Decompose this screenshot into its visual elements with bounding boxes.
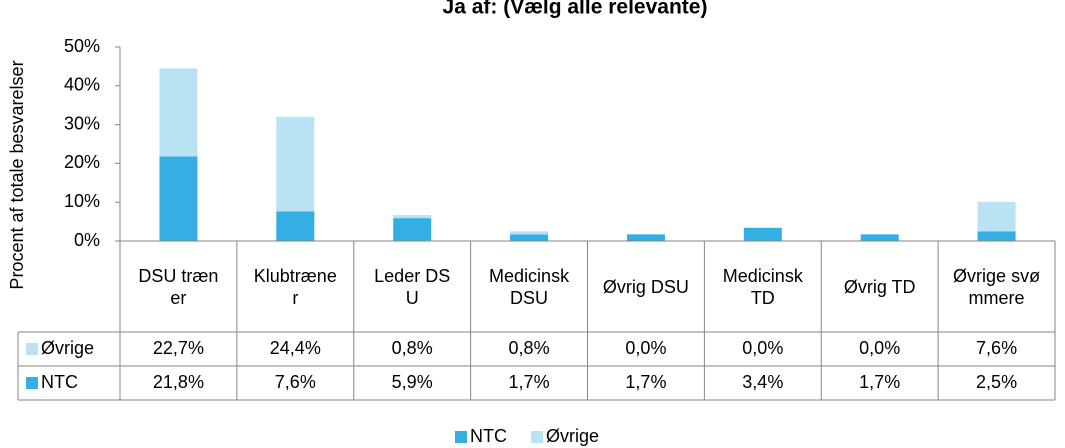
chart-title: Ja af: (Vælg alle relevante): [443, 0, 708, 19]
table-value: 5,9%: [392, 372, 433, 392]
table-value: 2,5%: [976, 372, 1017, 392]
bar-segment: [393, 218, 432, 241]
category-label: DSU træner: [138, 265, 219, 308]
y-tick-label: 30%: [64, 113, 100, 133]
row-label: NTC: [41, 372, 78, 392]
category-label: Leder DSU: [374, 265, 451, 308]
table-value: 24,4%: [270, 338, 321, 358]
bar-segment: [977, 231, 1016, 241]
bar-segment: [860, 234, 899, 241]
table-value: 0,0%: [625, 338, 666, 358]
y-tick-label: 50%: [64, 36, 100, 56]
bar-segment: [159, 156, 198, 241]
table-value: 1,7%: [859, 372, 900, 392]
y-tick-label: 10%: [64, 191, 100, 211]
row-label: Øvrige: [41, 338, 94, 358]
bar-segment: [276, 116, 315, 212]
category-label: Øvrig DSU: [602, 276, 689, 297]
category-label: Medicinsk DSU: [489, 265, 570, 308]
bar-segment: [276, 211, 315, 241]
category-label: Øvrige svømmere: [953, 265, 1041, 308]
category-label: Klubtræner: [253, 265, 337, 308]
bar-segment: [977, 201, 1016, 232]
bar-segment: [510, 234, 549, 241]
legend-label: NTC: [470, 426, 507, 446]
bar-segment: [393, 215, 432, 219]
table-value: 0,0%: [742, 338, 783, 358]
y-axis-label: Procent af totale besvarelser: [7, 60, 27, 289]
legend-key: [531, 431, 543, 443]
row-key: [26, 377, 38, 389]
legend-label: Øvrige: [546, 426, 599, 446]
bar-segment: [159, 68, 198, 157]
legend-key: [455, 431, 467, 443]
bar-segment: [743, 227, 782, 241]
row-key: [26, 343, 38, 355]
y-tick-label: 40%: [64, 75, 100, 95]
table-value: 1,7%: [509, 372, 550, 392]
y-tick-label: 20%: [64, 152, 100, 172]
bar-segment: [626, 234, 665, 241]
table-value: 1,7%: [625, 372, 666, 392]
table-value: 21,8%: [153, 372, 204, 392]
table-value: 0,8%: [509, 338, 550, 358]
table-value: 7,6%: [976, 338, 1017, 358]
y-tick-label: 0%: [74, 230, 100, 250]
table-value: 7,6%: [275, 372, 316, 392]
category-label: Medicinsk TD: [722, 265, 803, 308]
table-value: 3,4%: [742, 372, 783, 392]
table-value: 0,0%: [859, 338, 900, 358]
bar-segment: [510, 231, 549, 235]
table-value: 22,7%: [153, 338, 204, 358]
category-label: Øvrig TD: [843, 276, 916, 297]
table-value: 0,8%: [392, 338, 433, 358]
